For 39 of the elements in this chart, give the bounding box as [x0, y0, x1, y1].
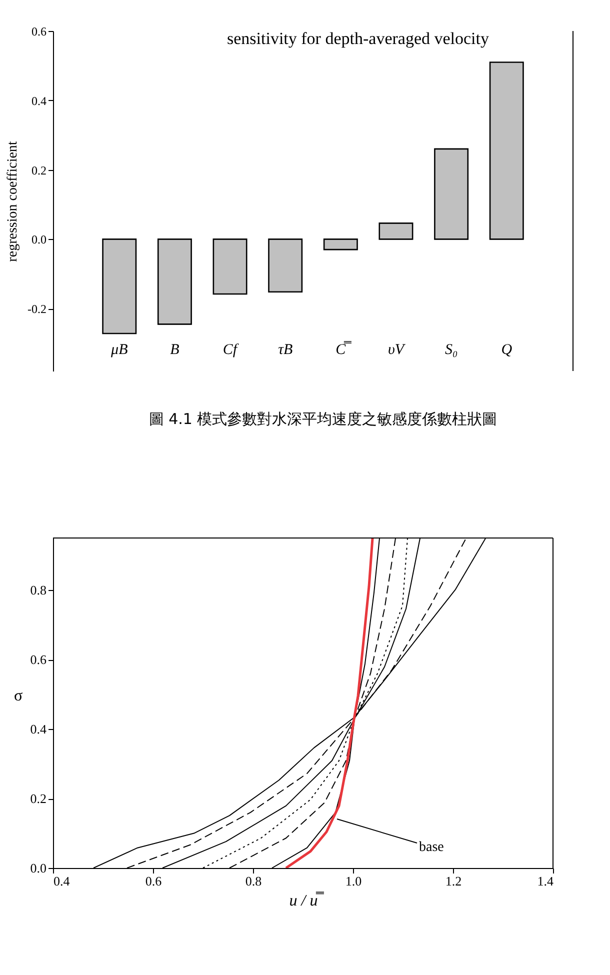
y-tick-label: -0.2: [28, 302, 46, 316]
bar: [157, 238, 192, 325]
y-tick-label: 0.6: [30, 652, 47, 668]
y-tick-label: 0.2: [32, 163, 46, 178]
bar: [102, 238, 137, 334]
line-series: [284, 538, 374, 868]
y-tick-label: 0.4: [32, 94, 46, 108]
x-tick-label: τB: [278, 342, 293, 358]
x-tick-label: 0.8: [245, 874, 262, 888]
bar: [489, 62, 524, 240]
y-tick-label: 0.8: [30, 582, 46, 598]
y-axis-title: regression coefficient: [6, 141, 21, 262]
y-tick-label: 0.6: [32, 24, 46, 38]
y-tick-label: 0.2: [30, 791, 46, 806]
y-tick-label: 0.4: [30, 722, 47, 737]
x-tick-label: S₀: [444, 342, 458, 358]
bar: [434, 148, 469, 240]
bar: [378, 222, 414, 240]
y-tick-label: 0.0: [30, 860, 46, 876]
bar: [268, 238, 303, 293]
x-tick-label: Cf: [222, 342, 239, 358]
x-tick-label: υV: [388, 342, 406, 358]
x-tick-label: C̿: [336, 341, 352, 358]
x-tick-label: 0.4: [54, 874, 70, 888]
chart-title: sensitivity for depth-averaged velocity: [227, 29, 490, 48]
x-tick-label: μB: [110, 342, 128, 358]
y-axis-title: σ: [14, 688, 23, 704]
annotation: base: [419, 840, 444, 856]
bar: [212, 238, 248, 295]
x-axis-title: u / u̿: [289, 892, 325, 910]
x-tick-label: 1.4: [537, 874, 554, 888]
x-tick-label: 1.2: [445, 874, 462, 888]
x-tick-label: 0.6: [145, 874, 162, 888]
y-tick-label: 0.0: [32, 232, 46, 247]
bar: [323, 238, 358, 250]
caption: 圖 4.1 模式參數對水深平均速度之敏感度係數柱狀圖: [148, 410, 498, 428]
x-tick-label: Q: [501, 342, 512, 358]
x-tick-label: 1.0: [345, 874, 362, 888]
x-tick-label: B: [170, 342, 180, 358]
